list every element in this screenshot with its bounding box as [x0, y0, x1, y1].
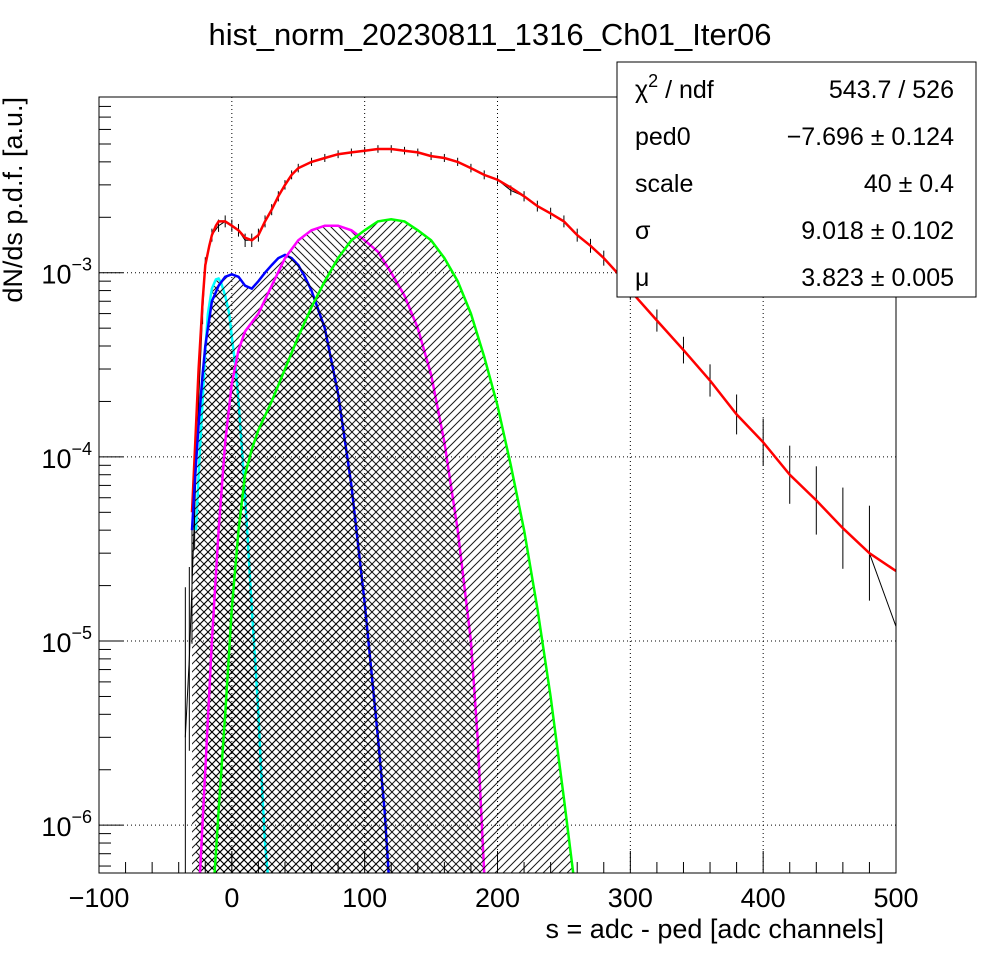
y-tick-base: 10 — [41, 812, 71, 842]
y-tick-label: 10−3 — [41, 255, 92, 290]
x-tick-label: 200 — [475, 883, 520, 913]
y-tick-exponent: −6 — [71, 807, 92, 827]
y-tick-base: 10 — [41, 260, 71, 290]
stat-name-superscript: 2 — [648, 71, 658, 91]
x-tick-label: 100 — [342, 883, 387, 913]
stat-value: 40 ± 0.4 — [864, 170, 954, 198]
component-5-hatched-area — [214, 219, 574, 873]
stat-name-text: σ — [635, 217, 651, 245]
x-tick-label: 0 — [224, 883, 239, 913]
stat-name: μ — [635, 264, 649, 292]
total-fit-curve — [190, 147, 896, 573]
stats-box-frame — [616, 61, 977, 298]
y-tick-label: 10−5 — [41, 623, 92, 658]
stat-name: ped0 — [635, 123, 691, 151]
component-5-curve — [213, 218, 575, 873]
x-tick-label: 500 — [873, 883, 918, 913]
y-tick-exponent: −5 — [71, 623, 92, 643]
x-axis-label: s = adc - ped [adc channels] — [546, 914, 884, 944]
stat-value: 3.823 ± 0.005 — [801, 264, 954, 292]
y-tick-base: 10 — [41, 444, 71, 474]
y-axis-label: dN/ds p.d.f. [a.u.] — [0, 97, 28, 303]
fit-statistics-box: χ2 / ndf 543.7 / 526 ped0 −7.696 ± 0.124 sca… — [616, 61, 977, 298]
y-tick-label: 10−4 — [41, 439, 92, 474]
stat-value: 9.018 ± 0.102 — [801, 217, 954, 245]
x-tick-label: −100 — [69, 883, 130, 913]
chart-title: hist_norm_20230811_1316_Ch01_Iter06 — [208, 17, 771, 52]
y-tick-base: 10 — [41, 628, 71, 658]
y-tick-label: 10−6 — [41, 807, 92, 842]
x-tick-label: 300 — [608, 883, 653, 913]
stat-name: χ2 / ndf — [635, 71, 714, 104]
stat-name-text: μ — [635, 264, 649, 292]
y-tick-exponent: −3 — [71, 255, 92, 275]
stat-value: −7.696 ± 0.124 — [787, 123, 954, 151]
y-tick-exponent: −4 — [71, 439, 92, 459]
x-tick-label: 400 — [741, 883, 786, 913]
stat-name: scale — [635, 170, 693, 198]
series-layer — [184, 145, 896, 873]
stat-value: 543.7 / 526 — [829, 76, 954, 104]
stat-name: σ — [635, 217, 651, 245]
stat-name-suffix: / ndf — [658, 76, 714, 104]
stat-name-text: ped0 — [635, 123, 691, 151]
stat-name-text: scale — [635, 170, 693, 198]
stat-name-text: χ — [635, 76, 648, 104]
